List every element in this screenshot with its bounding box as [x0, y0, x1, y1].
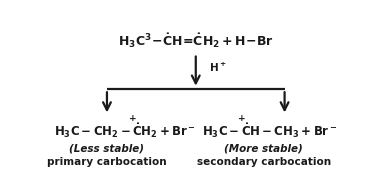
Text: secondary carbocation: secondary carbocation	[197, 157, 331, 167]
Text: $\mathbf{H_3C-\dot{C}H-CH_3+Br^-}$: $\mathbf{H_3C-\dot{C}H-CH_3+Br^-}$	[202, 122, 337, 140]
Text: (More stable): (More stable)	[225, 144, 303, 154]
Text: $\mathbf{H^+}$: $\mathbf{H^+}$	[209, 60, 227, 74]
Text: (Less stable): (Less stable)	[70, 144, 144, 154]
Text: primary carbocation: primary carbocation	[47, 157, 167, 167]
Text: $\mathbf{H_3C-CH_2-\dot{C}H_2+Br^-}$: $\mathbf{H_3C-CH_2-\dot{C}H_2+Br^-}$	[53, 122, 196, 140]
Text: $\mathbf{+}$: $\mathbf{+}$	[237, 113, 246, 123]
Text: $\mathbf{H_3C^3\!-\!\dot{C}H\!=\!\dot{C}H_2 + H\!-\!Br}$: $\mathbf{H_3C^3\!-\!\dot{C}H\!=\!\dot{C}…	[118, 32, 274, 50]
Text: $\mathbf{+}$: $\mathbf{+}$	[128, 113, 136, 123]
